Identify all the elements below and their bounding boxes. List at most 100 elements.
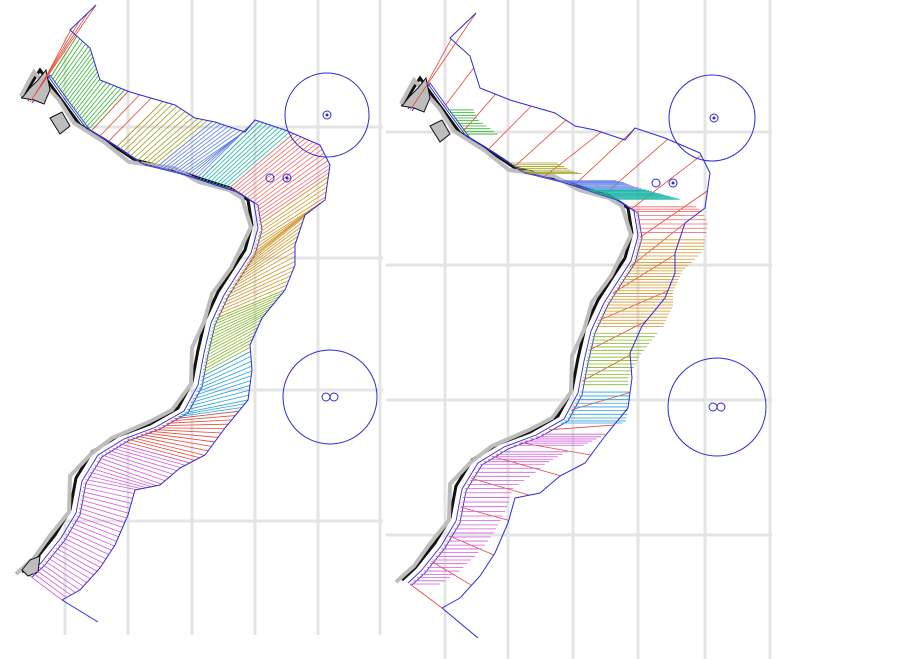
transect [108, 97, 152, 142]
transect [78, 512, 123, 528]
transect [240, 139, 310, 195]
coastline-land [0, 0, 263, 578]
transect [241, 226, 302, 272]
transect [215, 127, 279, 186]
station-marker [712, 116, 716, 120]
transect [471, 477, 530, 496]
transect [237, 138, 306, 193]
transect [126, 105, 178, 154]
transect [212, 126, 275, 185]
transect [98, 457, 166, 482]
transect [179, 130, 241, 174]
coastline [400, 75, 634, 582]
land-area [0, 0, 252, 575]
transect [248, 213, 308, 261]
transect [256, 160, 329, 211]
offshore-boundary [441, 12, 711, 609]
transect [192, 380, 251, 400]
transect [55, 43, 86, 86]
transect [144, 118, 199, 165]
transect [213, 292, 283, 322]
transect [166, 419, 232, 424]
station-marker [322, 110, 332, 120]
transect [61, 53, 92, 94]
transect [74, 79, 101, 112]
transect [220, 275, 291, 308]
transect [44, 560, 84, 587]
transect [208, 124, 271, 184]
transect [44, 28, 72, 79]
transect [172, 127, 233, 172]
transect [156, 121, 213, 168]
transect [202, 342, 252, 371]
refinement-circle [282, 349, 378, 445]
transect [127, 438, 200, 459]
transect [86, 88, 122, 128]
transect [82, 85, 114, 123]
station-marker [325, 113, 329, 117]
transect [133, 111, 186, 159]
transect [488, 105, 532, 150]
transect [218, 128, 283, 187]
transect [187, 394, 249, 411]
transect [82, 491, 132, 504]
transect [80, 499, 129, 514]
transect [258, 186, 328, 234]
transect [69, 526, 115, 547]
transect [205, 327, 258, 357]
station-marker [329, 392, 339, 402]
transect [170, 415, 236, 422]
transect [70, 71, 98, 107]
transect [42, 564, 81, 591]
transect [194, 375, 252, 396]
grid [0, 0, 383, 635]
station-marker [285, 176, 289, 180]
transect [89, 471, 147, 489]
transect [237, 236, 299, 279]
transect [207, 315, 264, 346]
transect [68, 67, 97, 104]
transect [120, 102, 168, 150]
transect [426, 38, 452, 84]
transect [198, 365, 252, 389]
refinement-circle [284, 72, 370, 158]
transect [224, 265, 295, 300]
transect [222, 270, 293, 304]
transect [181, 403, 246, 416]
transect [211, 302, 275, 333]
transect [87, 475, 142, 490]
transect [257, 191, 327, 238]
transect [29, 4, 97, 103]
transect [582, 354, 631, 382]
transect [246, 216, 305, 264]
transect [227, 133, 294, 190]
transect [72, 523, 117, 542]
transect [132, 437, 205, 456]
transect [67, 530, 112, 551]
transect [130, 108, 182, 157]
transect [83, 482, 135, 494]
transect [159, 122, 217, 169]
transect [200, 356, 252, 382]
transect [112, 447, 181, 469]
transect [206, 319, 262, 350]
transect [235, 240, 297, 282]
transect [409, 583, 443, 609]
transect [47, 557, 87, 583]
model-boundary [441, 12, 767, 639]
transect [94, 464, 157, 487]
transect [202, 122, 264, 181]
transect [169, 126, 229, 172]
rock-outcrop [14, 68, 254, 576]
transect [228, 255, 296, 293]
transect [639, 190, 708, 238]
transect [190, 385, 251, 403]
transect [92, 468, 152, 488]
bathymetry-contour [407, 80, 639, 584]
transect [230, 250, 296, 289]
transect [116, 445, 186, 466]
offshore-boundary [61, 4, 331, 601]
transect-lines [409, 12, 708, 609]
transect [258, 172, 330, 222]
transect [162, 423, 229, 427]
